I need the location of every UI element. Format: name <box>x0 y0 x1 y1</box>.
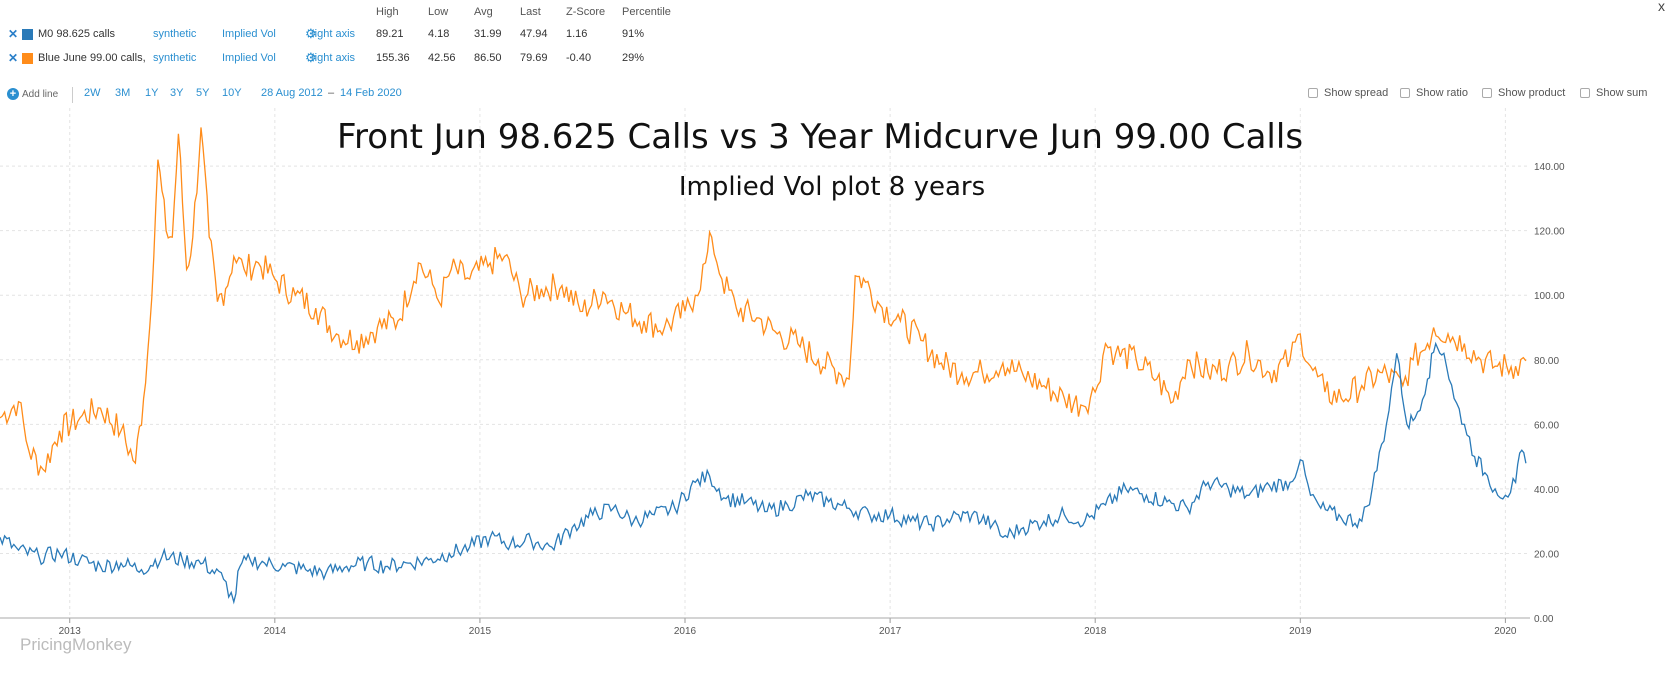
show-ratio-label: Show ratio <box>1416 87 1468 99</box>
y-tick-label: 60.00 <box>1534 420 1559 431</box>
x-tick-label: 2016 <box>674 626 697 637</box>
series-blue-name[interactable]: Blue June 99.00 calls, <box>38 52 146 64</box>
y-tick-label: 40.00 <box>1534 485 1559 496</box>
x-tick-label: 2015 <box>469 626 492 637</box>
y-axis: 0.00 20.00 40.00 60.00 80.00 100.00 120.00 140.… <box>1534 162 1565 625</box>
show-ratio-box[interactable] <box>1400 88 1410 98</box>
x-tick-label: 2020 <box>1494 626 1517 637</box>
date-from-field[interactable]: 28 Aug 2012 <box>261 87 323 99</box>
series-blue-avg: 86.50 <box>474 52 502 64</box>
y-tick-label: 140.00 <box>1534 162 1565 173</box>
range-10y-button[interactable]: 10Y <box>222 87 242 99</box>
series-blue-gear-icon[interactable]: ⚙ <box>305 50 317 65</box>
col-avg: Avg <box>474 6 493 18</box>
add-line-icon[interactable]: + <box>7 88 19 100</box>
show-product-label: Show product <box>1498 87 1566 99</box>
series-blue-low: 42.56 <box>428 52 456 64</box>
range-3m-button[interactable]: 3M <box>115 87 131 99</box>
add-line-button[interactable]: Add line <box>22 89 59 100</box>
date-to-field[interactable]: 14 Feb 2020 <box>340 87 402 99</box>
show-product-box[interactable] <box>1482 88 1492 98</box>
date-separator: – <box>328 87 335 99</box>
range-1y-button[interactable]: 1Y <box>145 87 159 99</box>
toolbar: + Add line 2W 3M 1Y 3Y 5Y 10Y 28 Aug 201… <box>0 86 1670 104</box>
y-tick-label: 100.00 <box>1534 291 1565 302</box>
show-sum-box[interactable] <box>1580 88 1590 98</box>
col-zscore: Z-Score <box>566 6 606 18</box>
series-blue-percentile: 29% <box>622 52 645 64</box>
col-last: Last <box>520 6 541 18</box>
series-m0-last: 47.94 <box>520 28 548 40</box>
range-5y-button[interactable]: 5Y <box>196 87 210 99</box>
toolbar-divider <box>72 87 73 103</box>
col-high: High <box>376 6 399 18</box>
series-m0-name[interactable]: M0 98.625 calls <box>38 28 116 40</box>
series-m0-measure[interactable]: Implied Vol <box>222 28 276 40</box>
x-tick-label: 2018 <box>1084 626 1107 637</box>
remove-series-m0-icon[interactable]: ✕ <box>8 27 19 41</box>
show-spread-checkbox[interactable]: Show spread <box>1308 87 1388 99</box>
show-spread-box[interactable] <box>1308 88 1318 98</box>
remove-series-blue-icon[interactable]: ✕ <box>8 51 19 65</box>
show-ratio-checkbox[interactable]: Show ratio <box>1400 87 1468 99</box>
col-low: Low <box>428 6 449 18</box>
y-tick-label: 0.00 <box>1534 614 1554 625</box>
implied-vol-chart[interactable]: 2013 2014 2015 2016 2017 2018 2019 2020 0.00 20.… <box>0 108 1670 682</box>
x-tick-label: 2014 <box>264 626 287 637</box>
series-m0-percentile: 91% <box>622 28 645 40</box>
series-m0-axis[interactable]: right axis <box>311 28 356 40</box>
y-tick-label: 20.00 <box>1534 549 1559 560</box>
series-blue-source[interactable]: synthetic <box>153 52 197 64</box>
series-blue-high: 155.36 <box>376 52 410 64</box>
series-blue-zscore: -0.40 <box>566 52 592 64</box>
series-row-m0: ✕ M0 98.625 calls synthetic Implied Vol … <box>0 24 760 46</box>
y-tick-label: 80.00 <box>1534 356 1559 367</box>
series-row-blue: ✕ Blue June 99.00 calls, synthetic Impli… <box>0 48 760 70</box>
range-3y-button[interactable]: 3Y <box>170 87 184 99</box>
series-m0-low: 4.18 <box>428 28 450 40</box>
series-m0-source[interactable]: synthetic <box>153 28 197 40</box>
y-tick-label: 120.00 <box>1534 227 1565 238</box>
show-spread-label: Show spread <box>1324 87 1389 99</box>
series-blue-color-swatch[interactable] <box>22 53 33 64</box>
x-tick-label: 2013 <box>59 626 82 637</box>
series-blue-axis[interactable]: right axis <box>311 52 356 64</box>
show-sum-label: Show sum <box>1596 87 1648 99</box>
close-icon[interactable]: x <box>1658 0 1665 14</box>
series-m0-gear-icon[interactable]: ⚙ <box>305 26 317 41</box>
range-2w-button[interactable]: 2W <box>84 87 101 99</box>
series-lines <box>0 127 1527 605</box>
chart-subtitle: Implied Vol plot 8 years <box>679 172 985 202</box>
x-tick-label: 2019 <box>1289 626 1312 637</box>
blue-june-99-series-line[interactable] <box>0 127 1527 476</box>
series-blue-measure[interactable]: Implied Vol <box>222 52 276 64</box>
pricingmonkey-watermark: PricingMonkey <box>20 635 132 654</box>
m0-98625-series-line[interactable] <box>0 341 1527 605</box>
chart-title: Front Jun 98.625 Calls vs 3 Year Midcurv… <box>337 117 1303 157</box>
series-m0-high: 89.21 <box>376 28 404 40</box>
x-axis: 2013 2014 2015 2016 2017 2018 2019 2020 <box>0 617 1530 637</box>
col-percentile: Percentile <box>622 6 671 18</box>
show-sum-checkbox[interactable]: Show sum <box>1580 87 1647 99</box>
x-tick-label: 2017 <box>879 626 902 637</box>
series-blue-last: 79.69 <box>520 52 548 64</box>
show-product-checkbox[interactable]: Show product <box>1482 87 1565 99</box>
series-m0-avg: 31.99 <box>474 28 502 40</box>
series-m0-zscore: 1.16 <box>566 28 588 40</box>
series-m0-color-swatch[interactable] <box>22 29 33 40</box>
